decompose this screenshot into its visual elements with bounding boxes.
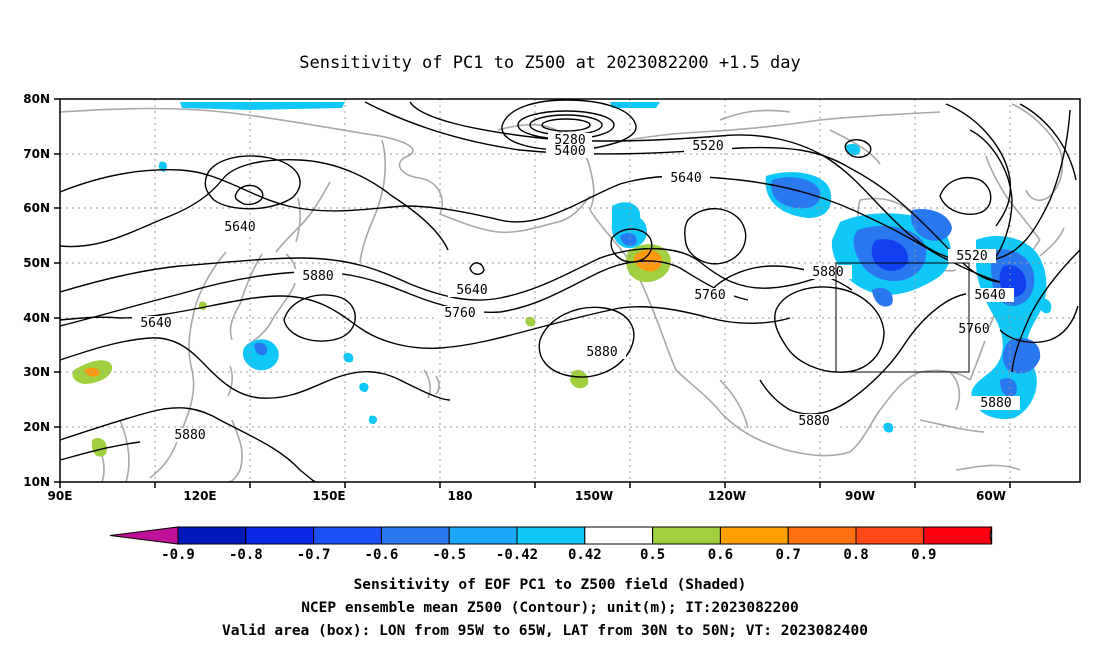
colorbar-labels: -0.9 -0.8 -0.7 -0.6 -0.5 -0.42 0.42 0.5 0.6 0.7 0.… bbox=[161, 547, 936, 563]
colorbar bbox=[109, 526, 993, 545]
lon-label: 180 bbox=[447, 489, 472, 503]
colorbar-segment bbox=[787, 526, 857, 545]
contour-label: 5880 bbox=[798, 414, 829, 429]
map-panel: 5280 5400 5520 5640 5640 5880 5640 5760 … bbox=[23, 92, 1081, 503]
colorbar-segment bbox=[448, 526, 518, 545]
colorbar-right-arrow bbox=[989, 526, 993, 545]
colorbar-tick-label: -0.6 bbox=[365, 547, 399, 563]
figure-title: Sensitivity of PC1 to Z500 at 2023082200… bbox=[299, 53, 801, 73]
colorbar-segment bbox=[923, 526, 993, 545]
colorbar-segment bbox=[245, 526, 315, 545]
colorbar-tick-label: 0.5 bbox=[640, 547, 665, 563]
contour-label: 5760 bbox=[444, 306, 475, 321]
colorbar-segment bbox=[652, 526, 721, 545]
footer-line-1: Sensitivity of EOF PC1 to Z500 field (Sh… bbox=[354, 577, 747, 593]
contour-label: 5760 bbox=[958, 322, 989, 337]
contour-label: 5880 bbox=[174, 428, 205, 443]
colorbar-tick-label: -0.9 bbox=[161, 547, 195, 563]
contour-label: 5640 bbox=[670, 171, 701, 186]
lat-label: 60N bbox=[23, 201, 50, 215]
colorbar-tick-label: 0.8 bbox=[843, 547, 868, 563]
lon-label: 60W bbox=[976, 489, 1006, 503]
lon-label: 150W bbox=[575, 489, 613, 503]
colorbar-segment bbox=[584, 526, 654, 545]
contour-label: 5640 bbox=[974, 288, 1005, 303]
lat-label: 30N bbox=[23, 365, 50, 379]
contour-label: 5640 bbox=[224, 220, 255, 235]
lat-label: 80N bbox=[23, 92, 50, 106]
colorbar-tick-label: -0.5 bbox=[432, 547, 466, 563]
axis-ticks bbox=[54, 98, 1011, 488]
lat-labels: 80N 70N 60N 50N 40N 30N 20N 10N bbox=[23, 92, 50, 489]
contour-label: 5880 bbox=[586, 345, 617, 360]
lon-label: 120W bbox=[708, 489, 746, 503]
colorbar-segment bbox=[380, 526, 450, 545]
colorbar-tick-label: 0.9 bbox=[911, 547, 936, 563]
lat-label: 70N bbox=[23, 147, 50, 161]
footer-line-3: Valid area (box): LON from 95W to 65W, L… bbox=[222, 623, 868, 639]
colorbar-segment bbox=[719, 526, 789, 545]
colorbar-tick-label: -0.42 bbox=[496, 547, 538, 563]
colorbar-tick-label: 0.6 bbox=[708, 547, 733, 563]
contour-label: 5880 bbox=[812, 265, 843, 280]
colorbar-tick-label: -0.7 bbox=[297, 547, 331, 563]
colorbar-tick-label: 0.42 bbox=[568, 547, 602, 563]
colorbar-segment bbox=[855, 526, 925, 545]
map-frame bbox=[59, 98, 1081, 483]
colorbar-tick-label: 0.7 bbox=[776, 547, 801, 563]
lon-label: 90E bbox=[48, 489, 73, 503]
lat-label: 20N bbox=[23, 420, 50, 434]
valid-area-box bbox=[835, 262, 970, 373]
contour-label: 5880 bbox=[302, 269, 333, 284]
z500-contours bbox=[60, 99, 1080, 482]
colorbar-left-arrow bbox=[109, 526, 179, 545]
lat-label: 40N bbox=[23, 311, 50, 325]
lon-label: 150E bbox=[312, 489, 345, 503]
contour-label: 5880 bbox=[980, 396, 1011, 411]
lon-labels: 90E 120E 150E 180 150W 120W 90W 60W bbox=[48, 489, 1006, 503]
colorbar-segment bbox=[516, 526, 586, 545]
contour-label: 5640 bbox=[140, 316, 171, 331]
contour-label: 5400 bbox=[554, 144, 585, 159]
contour-label: 5760 bbox=[694, 288, 725, 303]
lon-label: 120E bbox=[183, 489, 216, 503]
lat-label: 10N bbox=[23, 475, 50, 489]
lon-label: 90W bbox=[845, 489, 875, 503]
colorbar-segment bbox=[177, 526, 247, 545]
contour-label: 5520 bbox=[956, 249, 987, 264]
contour-label: 5640 bbox=[456, 283, 487, 298]
footer-line-2: NCEP ensemble mean Z500 (Contour); unit(… bbox=[301, 600, 799, 616]
lat-label: 50N bbox=[23, 256, 50, 270]
colorbar-segment bbox=[313, 526, 382, 545]
colorbar-tick-label: -0.8 bbox=[229, 547, 263, 563]
contour-label: 5520 bbox=[692, 139, 723, 154]
